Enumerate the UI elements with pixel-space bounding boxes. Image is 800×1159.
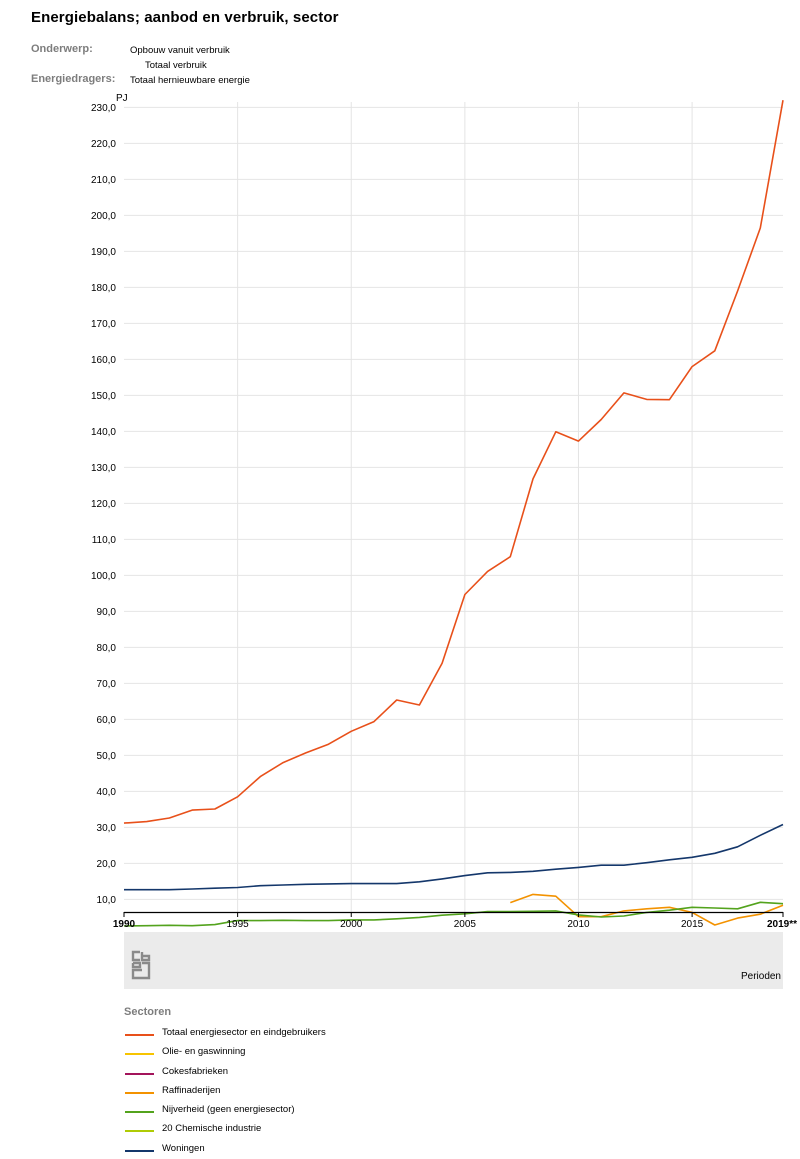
legend-label: Nijverheid (geen energiesector) xyxy=(162,1104,295,1116)
series-line xyxy=(510,893,784,926)
legend-swatch xyxy=(125,1053,154,1056)
energiedragers-value: Totaal hernieuwbare energie xyxy=(130,75,250,86)
x-tick-label: 2000 xyxy=(340,919,363,930)
y-tick-label: 10,0 xyxy=(97,895,117,906)
legend-swatch xyxy=(125,1149,154,1152)
y-tick-label: 40,0 xyxy=(97,787,117,798)
x-tick-label: 1995 xyxy=(226,919,249,930)
y-tick-label: 80,0 xyxy=(97,643,117,654)
legend-label: 20 Chemische industrie xyxy=(162,1123,262,1135)
footer-band: Perioden xyxy=(124,932,783,989)
y-tick-label: 170,0 xyxy=(91,319,116,330)
chart-title: Energiebalans; aanbod en verbruik, secto… xyxy=(31,9,339,26)
y-tick-label: 230,0 xyxy=(91,103,116,114)
onderwerp-value-2: Totaal verbruik xyxy=(145,60,207,71)
legend-swatch xyxy=(125,1091,154,1094)
x-tick-label: 2019** xyxy=(767,919,797,930)
x-tick-label: 1990 xyxy=(113,919,136,930)
onderwerp-value-1: Opbouw vanuit verbruik xyxy=(130,45,230,56)
legend-label: Cokesfabrieken xyxy=(162,1065,229,1077)
y-tick-label: 120,0 xyxy=(91,499,116,510)
legend-swatch xyxy=(125,1130,154,1133)
y-tick-label: 30,0 xyxy=(97,823,117,834)
cbs-logo-icon xyxy=(130,950,152,985)
x-tick-label: 2015 xyxy=(681,919,704,930)
y-tick-label: 130,0 xyxy=(91,463,116,474)
x-tick-label: 2005 xyxy=(454,919,477,930)
y-tick-label: 70,0 xyxy=(97,679,117,690)
legend-label: Olie- en gaswinning xyxy=(162,1046,246,1058)
series-line xyxy=(123,901,784,927)
y-axis-unit: PJ xyxy=(116,93,128,104)
legend-swatch xyxy=(125,1034,154,1036)
legend-label: Totaal energiesector en eindgebruikers xyxy=(162,1027,326,1038)
y-tick-label: 50,0 xyxy=(97,751,117,762)
grid-lines xyxy=(124,102,783,912)
y-tick-label: 60,0 xyxy=(97,715,117,726)
y-tick-label: 100,0 xyxy=(91,571,116,582)
x-axis-label: Perioden xyxy=(740,971,781,982)
legend-swatch xyxy=(125,1072,154,1075)
y-tick-label: 180,0 xyxy=(91,283,116,294)
x-tick-label: 2010 xyxy=(567,919,590,930)
y-tick-label: 20,0 xyxy=(97,859,117,870)
series-line xyxy=(123,100,784,824)
y-tick-label: 190,0 xyxy=(91,247,116,258)
axes: 10,0 20,0 30,0 40,0 50,0 60,0 70,0 80,0 90,0 100,… xyxy=(91,103,797,930)
y-tick-label: 140,0 xyxy=(91,427,116,438)
y-tick-label: 110,0 xyxy=(92,535,117,546)
legend-title: Sectoren xyxy=(124,1006,172,1018)
y-tick-label: 200,0 xyxy=(91,211,116,222)
legend-label: Woningen xyxy=(162,1142,205,1154)
y-tick-label: 160,0 xyxy=(91,355,116,366)
y-tick-label: 90,0 xyxy=(97,607,117,618)
line-chart: 10,0 20,0 30,0 40,0 50,0 60,0 70,0 80,0 90,0 100,… xyxy=(91,100,797,930)
legend-swatch xyxy=(125,1111,154,1114)
y-tick-label: 210,0 xyxy=(91,175,116,186)
y-tick-label: 220,0 xyxy=(91,139,116,150)
y-tick-label: 150,0 xyxy=(91,391,116,402)
onderwerp-label: Onderwerp: xyxy=(31,43,93,55)
legend-label: Raffinaderijen xyxy=(162,1084,221,1096)
series-line xyxy=(124,823,784,891)
energiedragers-label: Energiedragers: xyxy=(31,73,116,85)
series-lines xyxy=(123,100,784,927)
